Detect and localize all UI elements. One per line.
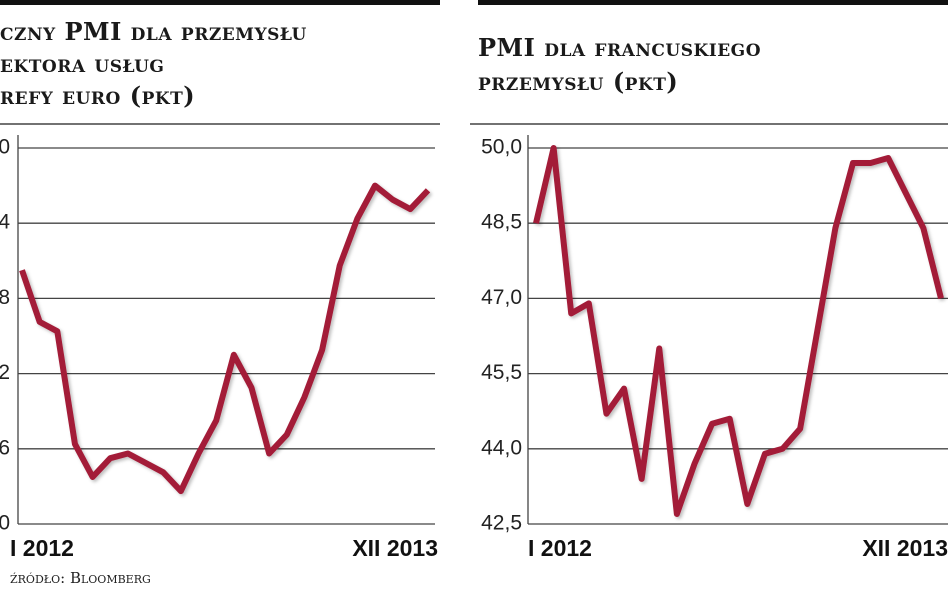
y-tick-label: 6 [0,436,10,459]
chart-title: ektora usług [0,49,164,78]
source: źródło: Bloomberg [10,569,151,587]
y-tick-label: 47,0 [481,286,522,309]
chart-title: przemysłu (pkt) [478,67,678,96]
y-tick-label: 42,5 [481,512,522,535]
x-tick-label: I 2012 [10,535,74,561]
chart-title: refy euro (pkt) [0,81,195,110]
x-tick-label: XII 2013 [862,535,948,561]
y-tick-label: 0 [0,512,10,535]
chart-title: czny PMI dla przemysłu [0,17,307,46]
y-tick-label: 48,5 [481,211,522,234]
data-line [533,145,944,517]
data-line [19,182,431,495]
y-tick-label: 44,0 [481,436,522,459]
y-tick-label: 50,0 [481,136,522,159]
y-tick-label: 4 [0,211,10,234]
y-tick-label: 8 [0,286,10,309]
x-tick-label: XII 2013 [352,535,438,561]
x-tick-label: I 2012 [528,535,592,561]
chart-title: PMI dla francuskiego [478,33,761,62]
y-tick-label: 2 [0,361,10,384]
top-bar [0,0,440,5]
y-tick-label: 0 [0,136,10,159]
top-bar [478,0,948,5]
y-tick-label: 45,5 [481,361,522,384]
